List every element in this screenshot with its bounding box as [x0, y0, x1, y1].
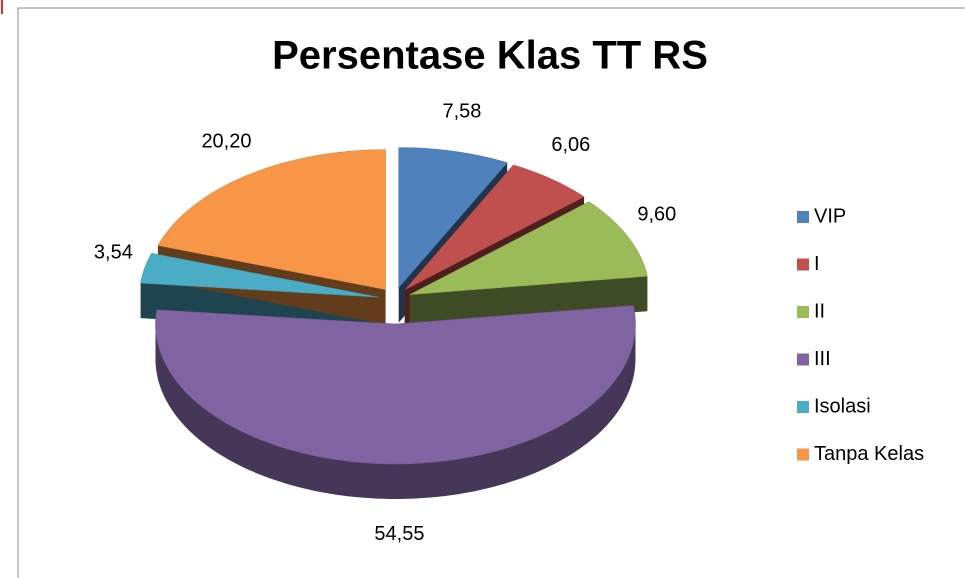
data-label: 54,55 [374, 523, 424, 545]
slice [140, 252, 380, 298]
data-label: 9,60 [637, 203, 676, 225]
pie [140, 147, 648, 499]
data-label: 20,20 [201, 130, 251, 152]
legend-label: Isolasi [814, 395, 871, 417]
slice-wall [409, 276, 648, 330]
chart-title: Persentase Klas TT RS [272, 34, 708, 78]
data-label: 3,54 [94, 242, 133, 264]
slice [157, 149, 386, 290]
data-label: 6,06 [551, 134, 590, 156]
legend-label: III [814, 348, 831, 370]
legend-swatch [797, 306, 809, 318]
legend-label: I [814, 253, 820, 275]
slice-side [155, 324, 636, 499]
legend-swatch [797, 211, 809, 223]
legend-label: VIP [814, 205, 846, 227]
legend-label: Tanpa Kelas [814, 443, 924, 465]
legend-label: II [814, 300, 825, 322]
slice [155, 305, 636, 465]
data-label: 7,58 [442, 101, 481, 123]
legend-swatch [797, 448, 809, 461]
slice [409, 201, 648, 295]
legend-swatch [797, 258, 809, 271]
slice [398, 147, 508, 289]
legend-swatch [797, 401, 809, 413]
legend-swatch [797, 353, 809, 366]
slice [404, 164, 585, 291]
